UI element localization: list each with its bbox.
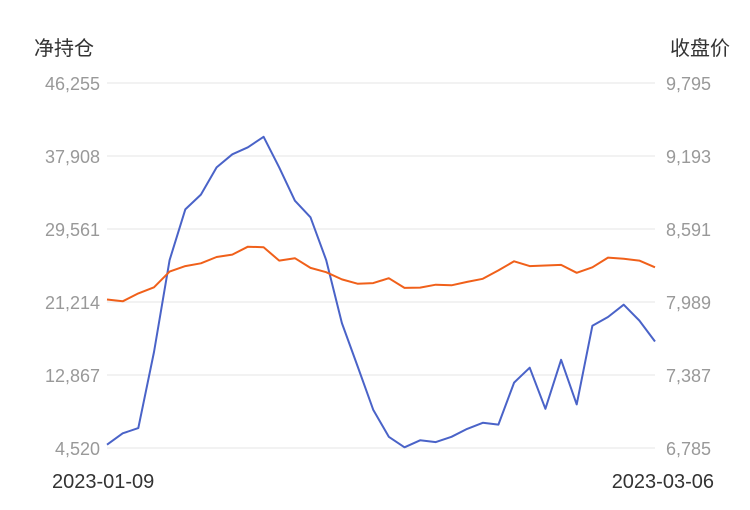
left-axis-title: 净持仓 — [34, 36, 94, 60]
left-tick-label: 29,561 — [45, 220, 100, 240]
net-position-line — [106, 135, 656, 449]
left-axis-ticks: 46,255 37,908 29,561 21,214 12,867 4,520 — [45, 74, 100, 459]
left-tick-label: 4,520 — [55, 439, 100, 459]
left-tick-label: 37,908 — [45, 147, 100, 167]
left-tick-label: 12,867 — [45, 366, 100, 386]
x-axis-end-label: 2023-03-06 — [612, 471, 714, 493]
close-price-line — [106, 245, 656, 303]
right-tick-label: 7,387 — [666, 366, 711, 386]
x-axis-start-label: 2023-01-09 — [52, 471, 154, 493]
right-axis-title: 收盘价 — [670, 36, 730, 60]
right-tick-label: 6,785 — [666, 439, 711, 459]
right-axis-ticks: 9,795 9,193 8,591 7,989 7,387 6,785 — [666, 74, 711, 459]
left-tick-label: 21,214 — [45, 293, 100, 313]
left-tick-label: 46,255 — [45, 74, 100, 94]
right-tick-label: 8,591 — [666, 220, 711, 240]
grid-lines — [107, 82, 655, 449]
series-lines — [106, 135, 656, 449]
right-tick-label: 9,795 — [666, 74, 711, 94]
right-tick-label: 9,193 — [666, 147, 711, 167]
right-tick-label: 7,989 — [666, 293, 711, 313]
